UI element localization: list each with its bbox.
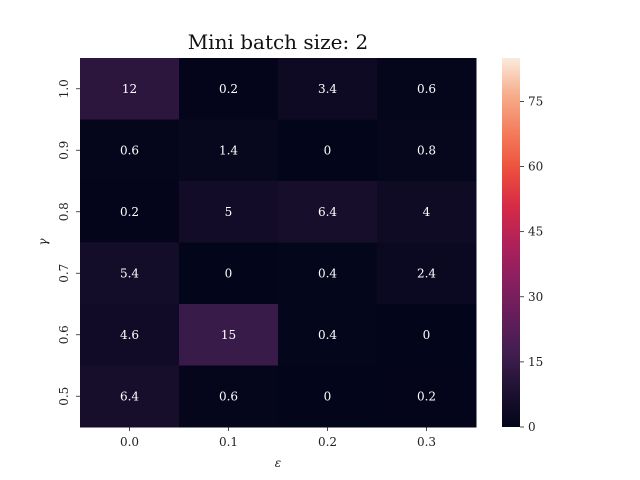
- x-tick-label: 0.2: [318, 435, 337, 449]
- colorbar-tick-label: 30: [528, 290, 543, 304]
- cell-value-label: 0: [324, 389, 332, 403]
- y-tick-label: 0.8: [57, 202, 71, 221]
- colorbar: [502, 58, 520, 427]
- cell-value-label: 0: [225, 266, 233, 280]
- y-tick-label: 1.0: [57, 79, 71, 98]
- cell-value-label: 6.4: [318, 205, 337, 219]
- cell-value-label: 6.4: [120, 389, 139, 403]
- cell-value-label: 0.4: [318, 266, 337, 280]
- cell-value-label: 0.6: [219, 389, 238, 403]
- colorbar-tick-label: 75: [528, 94, 543, 108]
- heatmap-cell: [377, 365, 477, 428]
- cell-value-label: 0.2: [417, 389, 436, 403]
- heatmap-cell: [278, 181, 378, 243]
- colorbar-tick-label: 0: [528, 420, 536, 434]
- cell-value-label: 5: [225, 205, 233, 219]
- heatmap-cell: [179, 119, 279, 182]
- cell-value-label: 0: [324, 143, 332, 157]
- cell-value-label: 0.6: [417, 82, 436, 96]
- cell-value-label: 1.4: [219, 143, 238, 157]
- heatmap-cell: [80, 365, 180, 428]
- cell-value-label: 3.4: [318, 82, 337, 96]
- x-axis: 0.0 0.1 0.2 0.3: [120, 427, 436, 449]
- heatmap-cell: [377, 119, 477, 182]
- x-tick-label: 0.3: [417, 435, 436, 449]
- cell-value-label: 4.6: [120, 328, 139, 342]
- cell-value-label: 12: [122, 82, 137, 96]
- cell-value-label: 0.2: [219, 82, 238, 96]
- heatmap-cell: [278, 58, 378, 120]
- heatmap-cell: [278, 365, 378, 428]
- heatmap-cells: [80, 58, 477, 428]
- cell-value-label: 0.2: [120, 205, 139, 219]
- heatmap-cell: [377, 242, 477, 305]
- colorbar-ticks: 0 15 30 45 60 75: [520, 94, 543, 434]
- heatmap-cell: [278, 119, 378, 182]
- heatmap-cell: [377, 304, 477, 366]
- cell-value-label: 4: [423, 205, 431, 219]
- y-axis: 1.0 0.9 0.8 0.7 0.6 0.5: [57, 79, 80, 406]
- cell-value-label: 0.6: [120, 143, 139, 157]
- cell-value-label: 15: [221, 328, 236, 342]
- heatmap-cell: [278, 242, 378, 305]
- heatmap-cell: [179, 242, 279, 305]
- cell-value-label: 0.8: [417, 143, 436, 157]
- y-tick-label: 0.5: [57, 387, 71, 406]
- x-axis-label: ε: [275, 456, 281, 470]
- heatmap-cell: [179, 181, 279, 243]
- y-tick-label: 0.6: [57, 325, 71, 344]
- cell-value-label: 2.4: [417, 266, 436, 280]
- chart-title: Mini batch size: 2: [188, 30, 369, 54]
- heatmap-cell: [278, 304, 378, 366]
- y-tick-label: 0.9: [57, 141, 71, 160]
- heatmap-cell: [179, 365, 279, 428]
- cell-value-label: 0: [423, 328, 431, 342]
- colorbar-tick-label: 45: [528, 225, 543, 239]
- heatmap-cell: [179, 304, 279, 366]
- x-tick-label: 0.1: [219, 435, 238, 449]
- heatmap-cell: [80, 119, 180, 182]
- cell-value-label: 5.4: [120, 266, 139, 280]
- colorbar-tick-label: 15: [528, 355, 543, 369]
- y-tick-label: 0.7: [57, 264, 71, 283]
- heatmap-cell: [80, 58, 180, 120]
- heatmap-cell: [179, 58, 279, 120]
- heatmap-cell: [377, 58, 477, 120]
- y-axis-label: γ: [36, 238, 50, 246]
- heatmap-cell: [80, 304, 180, 366]
- heatmap-cell: [80, 181, 180, 243]
- heatmap-cell: [80, 242, 180, 305]
- cell-value-label: 0.4: [318, 328, 337, 342]
- heatmap-cell-labels: 12 0.2 3.4 0.6 0.6 1.4 0 0.8 0.2 5 6.4 4 5.4 0 0.4 2.4 4…: [120, 82, 436, 404]
- colorbar-tick-label: 60: [528, 160, 543, 174]
- heatmap-cell: [377, 181, 477, 243]
- x-tick-label: 0.0: [120, 435, 139, 449]
